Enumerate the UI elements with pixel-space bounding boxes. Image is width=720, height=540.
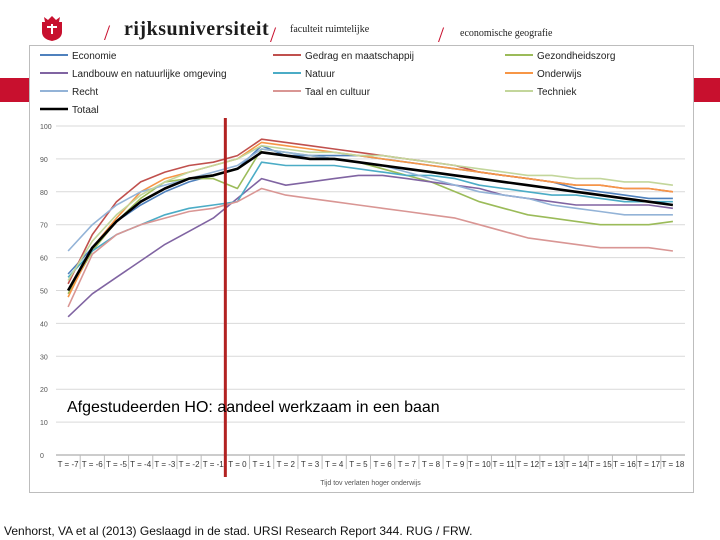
x-tick-label: T = 14 (565, 460, 588, 469)
y-tick-label: 90 (40, 157, 48, 164)
x-tick-label: T = 17 (637, 460, 660, 469)
x-tick-label: T = 9 (446, 460, 465, 469)
x-tick-label: T = 18 (662, 460, 685, 469)
x-tick-label: T = 6 (373, 460, 392, 469)
y-tick-label: 0 (40, 453, 44, 460)
x-tick-label: T = -1 (203, 460, 225, 469)
y-tick-label: 60 (40, 256, 48, 263)
x-axis-label: Tijd tov verlaten hoger onderwijs (320, 480, 421, 487)
x-tick-label: T = 4 (325, 460, 344, 469)
legend-label: Gedrag en maatschappij (305, 51, 414, 62)
header-divider: / (438, 22, 445, 47)
faculty-name: faculteit ruimtelijke (290, 24, 370, 35)
header-divider: / (104, 20, 111, 45)
university-name: rijksuniversiteit (124, 18, 270, 40)
source-citation: Venhorst, VA et al (2013) Geslaagd in de… (4, 524, 473, 538)
x-tick-label: T = -7 (58, 460, 80, 469)
y-tick-label: 20 (40, 387, 48, 394)
legend-label: Totaal (72, 105, 99, 116)
series-line-gedrag-en-maatschappij (67, 138, 674, 285)
chart-container: 0 10 20 30 40 50 60 70 80 90 100 T = -7 T = -6 T = -5… (29, 45, 694, 493)
y-tick-label: 100 (40, 124, 52, 131)
x-tick-label: T = 8 (422, 460, 441, 469)
x-tick-label: T = -4 (130, 460, 152, 469)
x-tick-label: T = 16 (613, 460, 636, 469)
legend-label: Taal en cultuur (305, 87, 371, 98)
legend-label: Economie (72, 51, 117, 62)
y-tick-label: 30 (40, 354, 48, 361)
series-line-totaal (66, 151, 674, 292)
x-tick-label: T = 2 (277, 460, 296, 469)
x-tick-label: T = 13 (541, 460, 564, 469)
university-crest-icon (42, 16, 62, 41)
x-tick-label: T = 0 (228, 460, 247, 469)
x-tick-label: T = -6 (82, 460, 104, 469)
department-name: economische geografie (460, 28, 553, 39)
y-tick-label: 50 (40, 289, 48, 296)
legend-label: Techniek (537, 87, 577, 98)
x-tick-label: T = 3 (301, 460, 320, 469)
series-line-taal-en-cultuur (67, 187, 674, 308)
chart-annotation: Afgestudeerden HO: aandeel werkzaam in e… (67, 399, 440, 416)
y-tick-label: 10 (40, 420, 48, 427)
x-tick-label: T = 10 (468, 460, 491, 469)
x-tick-label: T = 15 (589, 460, 612, 469)
x-tick-label: T = -5 (106, 460, 128, 469)
header-divider: / (270, 22, 277, 47)
legend-label: Recht (72, 87, 98, 98)
page-header: / rijksuniversiteit / faculteit ruimteli… (0, 0, 720, 47)
x-tick-label: T = 7 (398, 460, 417, 469)
legend-label: Landbouw en natuurlijke omgeving (72, 69, 227, 80)
series-line-natuur (67, 161, 673, 278)
x-tick-label: T = 5 (349, 460, 368, 469)
series-line-onderwijs (67, 141, 674, 298)
line-chart: 0 10 20 30 40 50 60 70 80 90 100 T = -7 T = -6 T = -5… (40, 51, 685, 487)
series-line-landbouw-en-natuurlijke-omgeving (67, 174, 674, 318)
x-tick-label: T = 12 (516, 460, 539, 469)
legend-label: Gezondheidszorg (537, 51, 615, 62)
series-line-techniek (67, 144, 674, 282)
x-tick-label: T = 11 (492, 460, 515, 469)
x-tick-label: T = -2 (179, 460, 201, 469)
series-line-gezondheidszorg (67, 148, 674, 295)
y-tick-label: 80 (40, 190, 48, 197)
x-tick-label: T = -3 (154, 460, 176, 469)
legend-label: Onderwijs (537, 69, 581, 80)
y-tick-label: 70 (40, 223, 48, 230)
x-tick-label: T = 1 (252, 460, 271, 469)
y-tick-label: 40 (40, 321, 48, 328)
legend-label: Natuur (305, 69, 336, 80)
